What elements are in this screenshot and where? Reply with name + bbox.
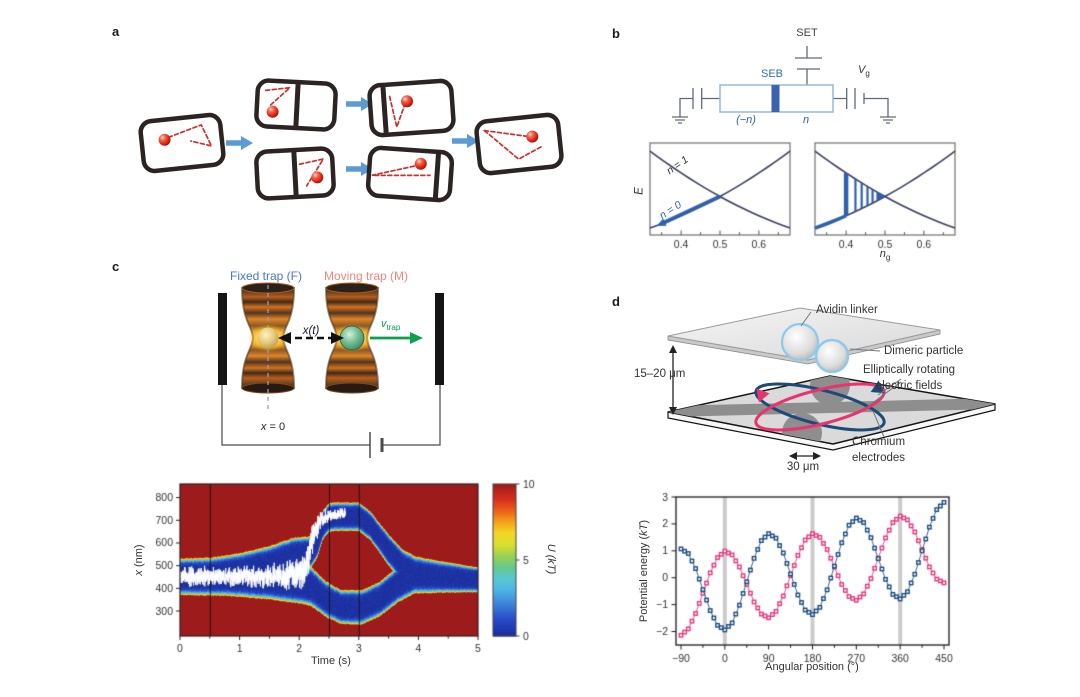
rotating-field-ellipses bbox=[754, 380, 886, 432]
displacement-arrow bbox=[278, 332, 344, 344]
chromium-strip bbox=[668, 398, 995, 417]
fields-label-1: Elliptically rotating bbox=[862, 364, 956, 376]
electrode-circuit-wires bbox=[221, 385, 441, 458]
trapped-bead-fixed bbox=[257, 327, 279, 349]
particle-icon bbox=[158, 133, 171, 146]
particle-icon bbox=[266, 105, 279, 118]
dplot-xlabel: Angular position (°) bbox=[765, 661, 859, 673]
electrode-width-arrow bbox=[789, 452, 821, 460]
bottom-electrode-plate bbox=[667, 375, 996, 451]
particle-trajectory bbox=[371, 163, 431, 177]
dual-trap-diagram bbox=[218, 282, 444, 458]
origin-label: x = 0 bbox=[260, 421, 286, 433]
trap-velocity-arrow bbox=[370, 332, 423, 344]
szilard-box-expanded-bottom bbox=[365, 145, 455, 203]
annotation-pointer-lines bbox=[800, 311, 902, 438]
particle-icon bbox=[401, 95, 414, 108]
particle-trajectory bbox=[483, 129, 543, 161]
energy-plot-right bbox=[800, 138, 965, 253]
circuit-wires bbox=[672, 46, 896, 124]
displacement-label: x(t) bbox=[302, 325, 320, 337]
right-electrode-bar bbox=[435, 293, 444, 385]
dimeric-label: Dimeric particle bbox=[884, 345, 964, 357]
ng-xlabel: ng bbox=[879, 248, 891, 262]
fixed-trap-label: Fixed trap (F) bbox=[229, 269, 303, 283]
fields-label-2: electric fields bbox=[875, 380, 943, 392]
potential-energy-plot bbox=[628, 478, 968, 668]
plate-gap-arrow bbox=[669, 345, 677, 415]
particle-icon bbox=[311, 171, 324, 184]
gate-voltage-label: Vg bbox=[858, 64, 870, 78]
particle-trajectory bbox=[483, 129, 532, 138]
particle-trajectory bbox=[167, 123, 214, 148]
dplot-ylabel: Potential energy (kT) bbox=[637, 519, 650, 623]
right-charge-label: n bbox=[802, 114, 810, 126]
particle-icon bbox=[526, 130, 539, 143]
energy-ylabel: E bbox=[633, 187, 646, 195]
partition-wall bbox=[432, 153, 441, 199]
szilard-box-final bbox=[474, 112, 564, 176]
heatmap-ylabel: x (nm) bbox=[132, 544, 145, 576]
heatmap-xlabel: Time (s) bbox=[311, 655, 351, 667]
dimer-sphere-1 bbox=[780, 322, 820, 362]
heatmap-colorbar bbox=[484, 474, 560, 680]
dimer-schematic bbox=[667, 307, 996, 460]
panel-label-c: c bbox=[112, 259, 120, 274]
partition-wall bbox=[291, 151, 299, 196]
dimer-sphere-2 bbox=[814, 338, 850, 374]
left-charge-label: (−n) bbox=[736, 114, 756, 126]
partition-wall bbox=[380, 86, 389, 134]
plate-gap-label: 15–20 μm bbox=[634, 368, 686, 380]
avidin-label: Avidin linker bbox=[816, 304, 878, 316]
potential-heatmap bbox=[128, 474, 532, 680]
chromium-label-2: electrodes bbox=[852, 452, 906, 464]
panel-label-b: b bbox=[612, 26, 620, 41]
szilard-box-partition-top bbox=[254, 78, 338, 132]
particle-trajectory bbox=[388, 95, 407, 131]
particle-icon bbox=[414, 157, 427, 170]
panel-label-d: d bbox=[612, 294, 620, 309]
seb-label: SEB bbox=[760, 68, 784, 80]
seb-circuit-diagram bbox=[672, 46, 896, 124]
step-arrow-3 bbox=[452, 134, 479, 148]
seb-barrier bbox=[771, 85, 780, 112]
trap-velocity-label: vtrap bbox=[381, 318, 401, 332]
szilard-box-partition-bottom bbox=[254, 146, 336, 201]
energy-plot-left bbox=[635, 138, 800, 253]
moving-trap-label: Moving trap (M) bbox=[323, 269, 409, 283]
particle-trajectory bbox=[264, 86, 293, 108]
colorbar-label: U (kT) bbox=[545, 543, 558, 575]
set-label: SET bbox=[796, 27, 818, 39]
partition-wall bbox=[293, 83, 301, 127]
step-arrow-1 bbox=[226, 136, 253, 150]
szilard-box-initial bbox=[138, 112, 226, 174]
step-arrow-2a bbox=[346, 97, 373, 111]
chromium-label-1: Chromium bbox=[852, 436, 906, 448]
panel-label-a: a bbox=[112, 24, 120, 39]
szilard-engine-diagram bbox=[138, 78, 564, 203]
szilard-box-expanded-top bbox=[367, 78, 456, 138]
left-electrode-bar bbox=[218, 293, 227, 385]
electrode-width-label: 30 μm bbox=[786, 461, 820, 473]
